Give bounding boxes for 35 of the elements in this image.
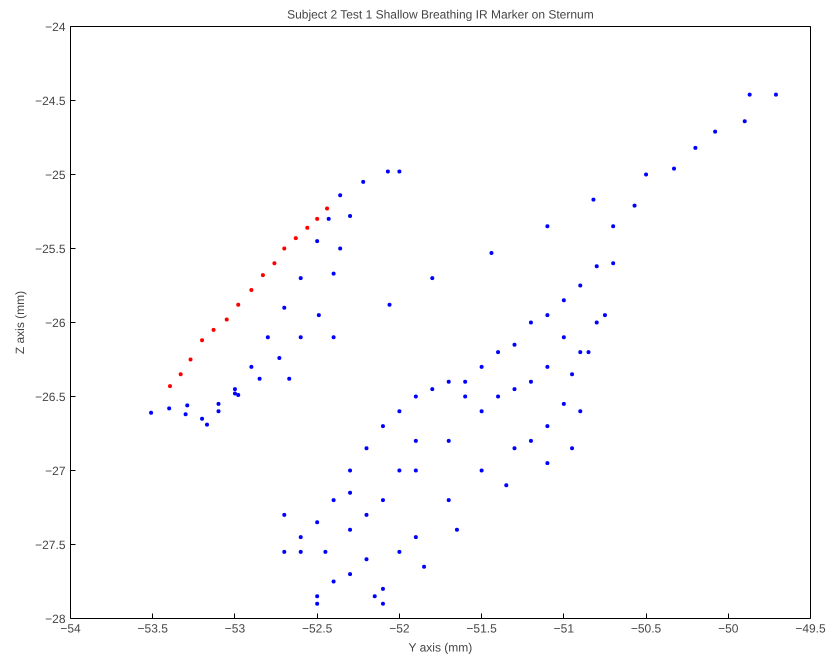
y-tick-label: −26 xyxy=(45,316,66,330)
x-tick-label: −53 xyxy=(224,622,246,636)
y-tick-label: −25 xyxy=(45,168,66,182)
point xyxy=(212,328,216,332)
point xyxy=(305,226,310,230)
point xyxy=(325,206,330,211)
x-tick-label: −51 xyxy=(554,622,574,636)
y-tick-label: −27.5 xyxy=(35,538,66,552)
point xyxy=(224,318,229,322)
point xyxy=(249,288,254,292)
x-tick-label: −50 xyxy=(718,622,739,636)
y-tick-label: −25.5 xyxy=(35,242,66,256)
chart-title: Subject 2 Test 1 Shallow Breathing IR Marker on Sternum xyxy=(287,8,594,22)
x-tick-label: −52 xyxy=(389,622,410,636)
x-tick-label: −52.5 xyxy=(302,622,333,636)
point xyxy=(315,216,320,221)
point xyxy=(200,338,204,342)
point xyxy=(282,246,286,250)
point xyxy=(188,358,193,362)
point xyxy=(236,302,240,307)
y-tick-label: −24.5 xyxy=(35,94,66,108)
point xyxy=(168,384,172,388)
point xyxy=(260,273,265,278)
x-axis-title: Y axis (mm) xyxy=(408,640,472,654)
point xyxy=(294,236,298,240)
x-tick-label: −49.5 xyxy=(795,622,826,636)
y-tick-label: −26.5 xyxy=(35,390,66,404)
y-tick-label: −24 xyxy=(45,20,66,34)
x-tick-label: −50.5 xyxy=(630,622,662,636)
y-axis-title: Z axis (mm) xyxy=(13,290,28,354)
x-tick-label: −51.5 xyxy=(466,622,498,636)
x-tick-label: −53.5 xyxy=(138,622,168,636)
point xyxy=(178,372,183,376)
point xyxy=(272,261,276,266)
y-tick-label: −27 xyxy=(45,464,66,478)
